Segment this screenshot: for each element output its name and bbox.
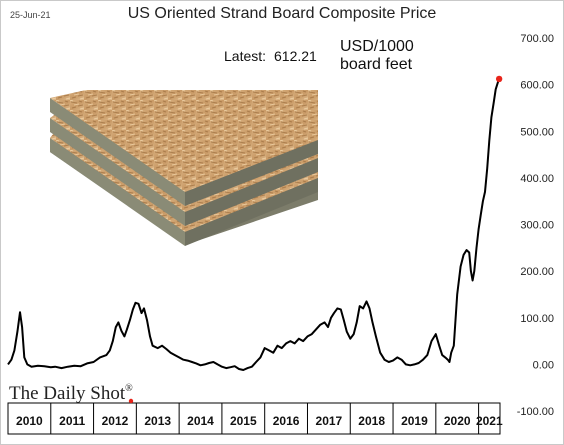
- daily-shot-logo: The Daily Shot®: [9, 383, 133, 405]
- y-tick-label: 700.00: [520, 33, 554, 45]
- y-tick-label: 600.00: [520, 80, 554, 92]
- x-tick-label: 2017: [316, 414, 343, 428]
- y-tick-label: 400.00: [520, 173, 554, 185]
- logo-text: The Daily Shot: [9, 383, 126, 404]
- logo-dot: [128, 398, 134, 404]
- x-tick-label: 2018: [358, 414, 385, 428]
- osb-board-stack-image: [50, 90, 318, 246]
- x-axis-band-box: [7, 402, 501, 435]
- y-tick-label: 0.00: [533, 359, 554, 371]
- x-tick-label: 2015: [230, 414, 257, 428]
- units-line2: board feet: [340, 56, 413, 73]
- latest-value: 612.21: [274, 48, 317, 64]
- x-tick-label: 2014: [187, 414, 214, 428]
- chart-title: US Oriented Strand Board Composite Price: [127, 5, 437, 22]
- y-tick-label: 300.00: [520, 220, 554, 232]
- osb-board-top: [50, 90, 318, 206]
- x-tick-label: 2011: [59, 414, 85, 428]
- date-label: 25-Jun-21: [10, 10, 51, 20]
- x-tick-label: 2012: [102, 414, 129, 428]
- x-tick-label: 2021: [476, 414, 503, 428]
- y-tick-label: 500.00: [520, 126, 554, 138]
- units-line1: USD/1000: [340, 38, 414, 55]
- x-tick-label: 2013: [144, 414, 171, 428]
- logo-mark: ®: [125, 383, 133, 394]
- x-tick-label: 2019: [401, 414, 428, 428]
- x-axis-band: 2010 2011 2012 2013 2014 2015 2016 2017 2018 2019…: [7, 402, 503, 435]
- units-annotation: USD/1000 board feet: [340, 38, 414, 74]
- y-axis: 700.00 600.00 500.00 400.00 300.00 200.00 100.…: [517, 33, 554, 418]
- latest-point-marker: [495, 75, 503, 83]
- x-tick-label: 2020: [444, 414, 471, 428]
- y-tick-label: 200.00: [520, 266, 554, 278]
- series-group: [7, 75, 503, 404]
- price-series-line: [7, 78, 501, 371]
- x-tick-label: 2010: [16, 414, 43, 428]
- x-tick-label: 2016: [273, 414, 300, 428]
- y-tick-label: -100.00: [517, 406, 554, 418]
- latest-label: Latest:: [224, 48, 267, 64]
- y-tick-label: 100.00: [520, 313, 554, 325]
